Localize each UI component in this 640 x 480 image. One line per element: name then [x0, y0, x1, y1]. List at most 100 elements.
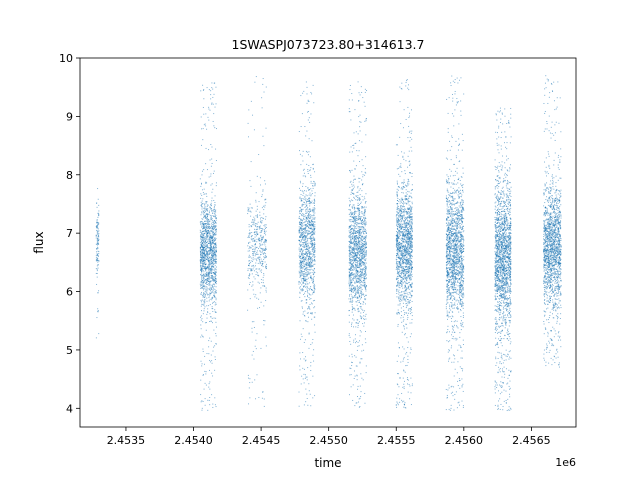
- data-point: [365, 244, 367, 246]
- data-point: [303, 274, 305, 276]
- data-point: [252, 281, 254, 283]
- data-point: [200, 255, 202, 257]
- data-point: [254, 240, 256, 242]
- data-point: [199, 242, 201, 244]
- data-point: [358, 340, 360, 342]
- data-point: [350, 259, 352, 261]
- data-point: [98, 233, 100, 235]
- data-point: [365, 228, 366, 230]
- data-point: [303, 263, 305, 265]
- data-point: [351, 266, 353, 268]
- data-point: [250, 260, 252, 262]
- data-point: [200, 293, 202, 295]
- data-point: [359, 260, 361, 262]
- data-point: [308, 208, 310, 210]
- data-point: [310, 286, 312, 287]
- data-point: [97, 311, 99, 313]
- data-point: [207, 277, 209, 279]
- data-point: [97, 310, 99, 312]
- data-point: [305, 265, 307, 267]
- data-point: [357, 243, 359, 245]
- data-point: [264, 249, 266, 251]
- data-point: [205, 255, 207, 257]
- data-point: [208, 235, 210, 237]
- data-point: [312, 354, 314, 356]
- data-point: [256, 333, 258, 335]
- data-point: [358, 198, 360, 200]
- data-point: [212, 302, 214, 304]
- data-point: [364, 120, 366, 122]
- data-point: [360, 233, 362, 235]
- data-point: [348, 321, 350, 323]
- data-point: [348, 335, 350, 337]
- data-point: [312, 247, 314, 249]
- data-point: [96, 247, 98, 249]
- data-point: [253, 326, 255, 328]
- data-point: [204, 193, 206, 195]
- data-point: [310, 222, 312, 224]
- data-point: [361, 239, 363, 241]
- data-point: [397, 208, 399, 210]
- data-point: [302, 204, 304, 206]
- data-point: [311, 303, 313, 305]
- data-point: [309, 227, 311, 229]
- data-point: [313, 209, 315, 211]
- data-point: [212, 258, 214, 260]
- data-point: [260, 287, 262, 289]
- data-point: [247, 277, 249, 279]
- data-point: [359, 274, 361, 276]
- data-point: [402, 295, 404, 297]
- data-point: [406, 208, 408, 210]
- data-point: [362, 252, 364, 254]
- data-point: [250, 247, 252, 249]
- data-point: [208, 293, 210, 295]
- data-point: [211, 277, 213, 279]
- data-point: [398, 268, 400, 270]
- data-point: [306, 262, 308, 264]
- data-point: [301, 259, 303, 261]
- data-point: [262, 217, 264, 219]
- data-point: [207, 235, 209, 237]
- data-point: [211, 230, 213, 232]
- data-point: [96, 241, 98, 243]
- data-point: [208, 278, 210, 280]
- data-point: [211, 221, 213, 223]
- data-point: [352, 276, 354, 278]
- data-point: [363, 215, 365, 217]
- data-point: [215, 266, 217, 268]
- data-point: [213, 247, 215, 249]
- data-point: [356, 261, 358, 263]
- data-point: [206, 292, 208, 294]
- data-point: [356, 270, 358, 272]
- data-point: [307, 252, 309, 254]
- data-point: [360, 373, 362, 375]
- data-point: [354, 293, 356, 295]
- data-point: [300, 333, 302, 335]
- data-point: [304, 315, 306, 317]
- data-point: [311, 313, 313, 315]
- data-point: [215, 217, 217, 219]
- data-point: [200, 265, 202, 267]
- data-point: [310, 251, 312, 253]
- data-point: [349, 186, 351, 188]
- data-point: [349, 252, 351, 254]
- data-point: [306, 220, 308, 222]
- data-point: [261, 97, 263, 99]
- data-point: [203, 274, 205, 276]
- data-point: [260, 347, 262, 349]
- data-point: [358, 248, 360, 250]
- data-point: [203, 89, 205, 91]
- data-point: [212, 224, 214, 226]
- data-point: [201, 189, 203, 191]
- data-point: [95, 251, 97, 253]
- data-point: [352, 234, 354, 236]
- data-point: [96, 260, 98, 262]
- data-point: [355, 255, 357, 257]
- data-point: [364, 91, 366, 93]
- data-point: [358, 401, 360, 403]
- data-point: [366, 90, 368, 92]
- data-point: [259, 261, 261, 263]
- data-point: [407, 391, 409, 393]
- data-point: [354, 227, 356, 229]
- data-point: [406, 263, 408, 265]
